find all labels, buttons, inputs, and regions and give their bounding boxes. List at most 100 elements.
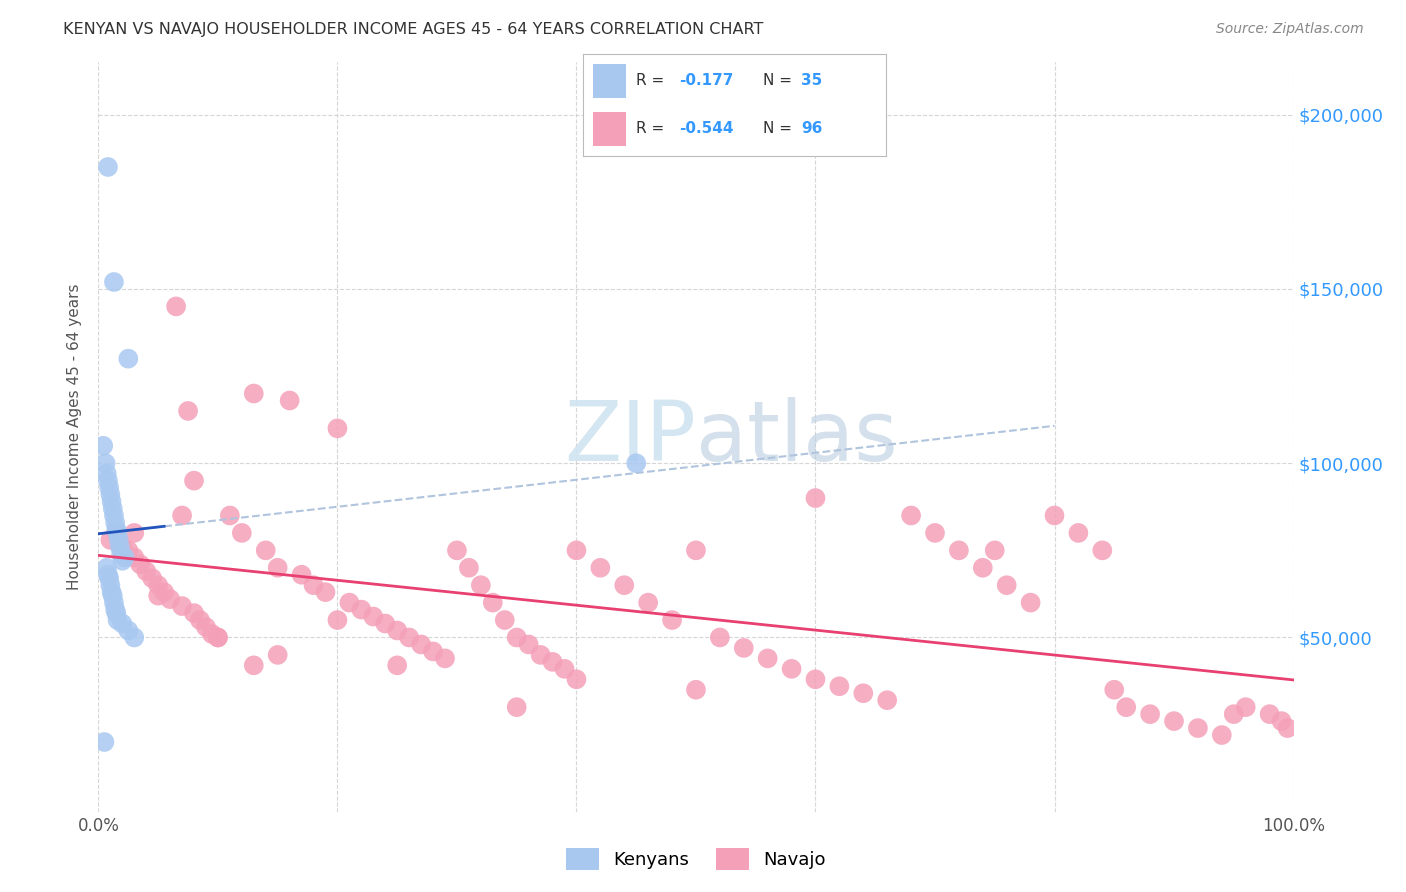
Point: [972, 561, 994, 575]
Point: [470, 578, 492, 592]
Point: [1019, 596, 1042, 610]
Text: 96: 96: [801, 121, 823, 136]
Point: [105, 525, 128, 540]
Point: [278, 393, 301, 408]
Point: [98, 578, 122, 592]
Text: N =: N =: [763, 73, 797, 88]
Point: [207, 631, 229, 645]
Point: [98, 533, 122, 547]
Point: [207, 631, 229, 645]
Point: [231, 525, 253, 540]
Point: [111, 540, 134, 554]
Point: [104, 516, 127, 530]
Point: [135, 564, 157, 578]
Point: [1104, 682, 1126, 697]
Legend: Kenyans, Navajo: Kenyans, Navajo: [567, 848, 825, 870]
Point: [267, 648, 290, 662]
Point: [201, 627, 224, 641]
Point: [111, 554, 134, 568]
Point: [1163, 714, 1185, 728]
Point: [188, 613, 211, 627]
Point: [96, 467, 118, 481]
Point: [339, 596, 361, 610]
Point: [852, 686, 875, 700]
Point: [183, 606, 205, 620]
Point: [243, 386, 266, 401]
Point: [661, 613, 683, 627]
Point: [98, 481, 121, 495]
Point: [114, 550, 136, 565]
Point: [148, 578, 170, 592]
Point: [637, 596, 659, 610]
Point: [96, 561, 118, 575]
Point: [103, 508, 125, 523]
Point: [494, 613, 516, 627]
Point: [984, 543, 1007, 558]
Text: N =: N =: [763, 121, 797, 136]
Text: ZIP: ZIP: [564, 397, 696, 477]
Point: [411, 637, 433, 651]
Point: [291, 567, 314, 582]
Text: KENYAN VS NAVAJO HOUSEHOLDER INCOME AGES 45 - 64 YEARS CORRELATION CHART: KENYAN VS NAVAJO HOUSEHOLDER INCOME AGES…: [63, 22, 763, 37]
Point: [458, 561, 481, 575]
Point: [530, 648, 553, 662]
Point: [93, 735, 115, 749]
Point: [995, 578, 1018, 592]
Point: [100, 494, 122, 508]
Point: [124, 550, 146, 565]
Bar: [592, 64, 626, 97]
Point: [177, 404, 200, 418]
Point: [1187, 721, 1209, 735]
Point: [108, 540, 131, 554]
Point: [733, 640, 755, 655]
Point: [626, 456, 648, 470]
Point: [1223, 707, 1246, 722]
Point: [326, 613, 349, 627]
Point: [104, 602, 127, 616]
Point: [1234, 700, 1257, 714]
Text: R =: R =: [637, 121, 669, 136]
Point: [98, 571, 121, 585]
Point: [517, 637, 540, 651]
Point: [541, 655, 564, 669]
Point: [117, 624, 139, 638]
Point: [589, 561, 612, 575]
Point: [110, 547, 132, 561]
Point: [1139, 707, 1161, 722]
Point: [422, 644, 444, 658]
Point: [924, 525, 946, 540]
Point: [385, 658, 409, 673]
Point: [1258, 707, 1281, 722]
Point: [148, 589, 170, 603]
Point: [900, 508, 922, 523]
Point: [107, 613, 129, 627]
Text: -0.177: -0.177: [679, 73, 733, 88]
Point: [756, 651, 779, 665]
Point: [97, 474, 120, 488]
Y-axis label: Householder Income Ages 45 - 64 years: Householder Income Ages 45 - 64 years: [67, 284, 83, 591]
Point: [554, 662, 576, 676]
Point: [565, 543, 588, 558]
Point: [172, 599, 194, 613]
Point: [685, 543, 707, 558]
Point: [1043, 508, 1066, 523]
Bar: [592, 112, 626, 145]
Point: [117, 351, 139, 366]
Point: [267, 561, 290, 575]
Point: [97, 160, 120, 174]
Point: [101, 501, 124, 516]
Point: [117, 543, 139, 558]
Point: [446, 543, 468, 558]
Text: -0.544: -0.544: [679, 121, 733, 136]
Point: [98, 487, 122, 501]
Point: [374, 616, 396, 631]
Point: [195, 620, 218, 634]
Point: [363, 609, 385, 624]
Point: [948, 543, 970, 558]
Point: [385, 624, 409, 638]
Point: [183, 474, 205, 488]
Text: atlas: atlas: [696, 397, 897, 477]
Point: [506, 631, 529, 645]
Point: [315, 585, 337, 599]
Point: [94, 456, 117, 470]
